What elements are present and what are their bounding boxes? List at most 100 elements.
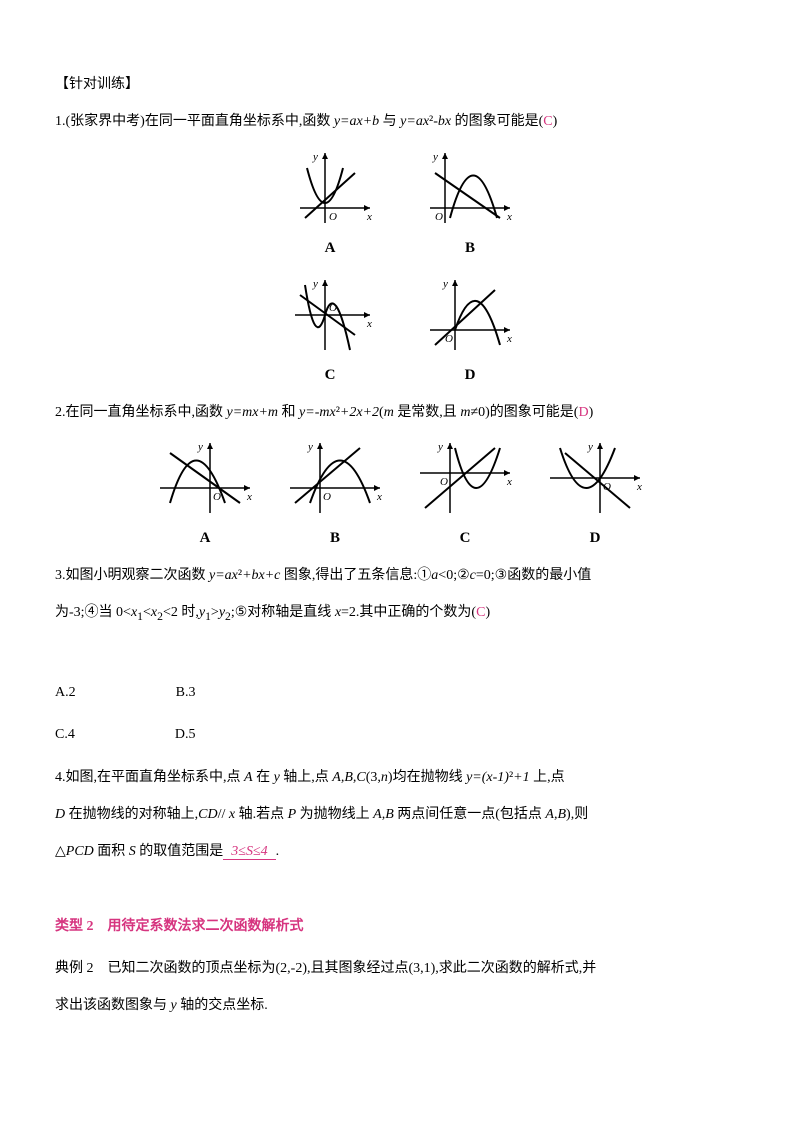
svg-text:O: O — [329, 211, 337, 223]
q3-choice-b: B.3 — [176, 678, 196, 709]
q4-line3: △PCD 面积 S 的取值范围是3≤S≤4. — [55, 837, 745, 868]
q3-choices-row1: A.2 B.3 — [55, 678, 745, 709]
svg-text:x: x — [366, 318, 372, 330]
svg-text:y: y — [442, 278, 448, 290]
q1-fig-a: x y O A — [285, 148, 375, 265]
q2-fig-a: x y O A — [155, 438, 255, 555]
svg-text:x: x — [366, 211, 372, 223]
q4-l2c: // — [218, 807, 229, 822]
q2-m: m — [384, 405, 394, 420]
q2-figs-row: x y O A x y O B x y O — [55, 438, 745, 555]
q3-l1d: <0;② — [438, 568, 469, 583]
q4-D: D — [55, 807, 65, 822]
q3-close: ) — [485, 605, 490, 620]
q3-l1b: 图象,得出了五条信息:① — [280, 568, 431, 583]
q4-l2e: 为抛物线上 — [296, 807, 373, 822]
q4-l1f: 上,点 — [530, 770, 565, 785]
q3-line1: 3.如图小明观察二次函数 y=ax²+bx+c 图象,得出了五条信息:①a<0;… — [55, 561, 745, 592]
q4-l2g: ),则 — [566, 807, 588, 822]
q2-fig-b: x y O B — [285, 438, 385, 555]
q4-l2f: 两点间任意一点(包括点 — [394, 807, 546, 822]
q4-l3b: 面积 — [94, 844, 129, 859]
svg-text:x: x — [376, 491, 382, 503]
q2-fig-d-label: D — [545, 522, 645, 555]
q2-mid: 和 — [278, 405, 299, 420]
q4-l3d: . — [276, 844, 280, 859]
ex2-a: 典例 2 已知二次函数的顶点坐标为(2,-2),且其图象经过点(3,1),求此二… — [55, 961, 596, 976]
q4-S: S — [129, 844, 136, 859]
q2-neq: ≠0)的图象可能是( — [470, 405, 578, 420]
q2-m2: m — [460, 405, 470, 420]
q1-eq1b: y=ax — [400, 114, 429, 129]
q2-eq2b: y=-mx — [299, 405, 336, 420]
q2-fig-c: x y O C — [415, 438, 515, 555]
q3-l2g: > — [211, 605, 219, 620]
q3-choice-c: C.4 — [55, 720, 75, 751]
q1-fig-b: x y O B — [425, 148, 515, 265]
section2-title: 类型 2 用待定系数法求二次函数解析式 — [55, 912, 745, 943]
q4-l1c: 轴上,点 — [280, 770, 333, 785]
q1-figs-row2: x y O C x y O D — [55, 275, 745, 392]
q2-fig-a-label: A — [155, 522, 255, 555]
svg-text:y: y — [587, 441, 593, 453]
q2-close: ) — [589, 405, 594, 420]
q1-text: 1.(张家界中考)在同一平面直角坐标系中,函数 y=ax+b 与 y=ax²-b… — [55, 107, 745, 138]
ex2-b: 求出该函数图象与 — [55, 998, 171, 1013]
q4-P: P — [288, 807, 297, 822]
q1-prefix: 1.(张家界中考)在同一平面直角坐标系中,函数 — [55, 114, 334, 129]
q3-l2c: < — [143, 605, 151, 620]
q4-l2d: 轴.若点 — [235, 807, 288, 822]
q3-choice-a: A.2 — [55, 678, 76, 709]
q4-l1a: 4.如图,在平面直角坐标系中,点 — [55, 770, 244, 785]
q1-fig-d-label: D — [425, 359, 515, 392]
q2-eq2d: +2x+2 — [340, 405, 379, 420]
svg-text:y: y — [432, 151, 438, 163]
q4-l3c: 的取值范围是 — [136, 844, 224, 859]
q4-l2b: 在抛物线的对称轴上, — [65, 807, 198, 822]
svg-text:y: y — [197, 441, 203, 453]
q4-AB: A,B — [373, 807, 394, 822]
svg-text:y: y — [307, 441, 313, 453]
svg-text:O: O — [440, 476, 448, 488]
q2-eq2a: y=mx+m — [227, 405, 279, 420]
q3-line2: 为-3;④当 0<x1<x2<2 时,y1>y2;⑤对称轴是直线 x=2.其中正… — [55, 598, 745, 629]
example2-text: 典例 2 已知二次函数的顶点坐标为(2,-2),且其图象经过点(3,1),求此二… — [55, 954, 745, 985]
q4-AB2: A,B — [545, 807, 566, 822]
q4-A: A — [244, 770, 253, 785]
ex2-c: 轴的交点坐标. — [177, 998, 268, 1013]
q1-fig-c: x y O C — [285, 275, 375, 392]
svg-text:x: x — [636, 481, 642, 493]
q4-eq2: +1 — [513, 770, 529, 785]
q4-line2: D 在抛物线的对称轴上,CD// x 轴.若点 P 为抛物线上 A,B 两点间任… — [55, 800, 745, 831]
svg-text:x: x — [506, 211, 512, 223]
q3-l2e: <2 时, — [163, 605, 199, 620]
svg-text:O: O — [323, 491, 331, 503]
svg-text:O: O — [213, 491, 221, 503]
q3-l1a: 3.如图小明观察二次函数 — [55, 568, 209, 583]
q4-ABC: A,B,C — [332, 770, 365, 785]
training-header: 【针对训练】 — [55, 70, 745, 101]
q4-n: n — [381, 770, 388, 785]
q4-l3a: △ — [55, 844, 66, 859]
svg-text:x: x — [506, 476, 512, 488]
q1-fig-a-label: A — [285, 232, 375, 265]
q4-PCD: PCD — [66, 844, 94, 859]
svg-text:O: O — [435, 211, 443, 223]
svg-text:y: y — [437, 441, 443, 453]
q1-suffix: 的图象可能是( — [451, 114, 543, 129]
q4-l1b: 在 — [253, 770, 274, 785]
q1-close: ) — [553, 114, 558, 129]
q2-fig-d: x y O D — [545, 438, 645, 555]
svg-text:x: x — [506, 333, 512, 345]
q1-eq1d: -bx — [433, 114, 451, 129]
q3-l2k: =2.其中正确的个数为( — [341, 605, 476, 620]
q2-answer: D — [578, 405, 588, 420]
q1-fig-c-label: C — [285, 359, 375, 392]
q1-figs-row1: x y O A x y O B — [55, 148, 745, 265]
svg-text:y: y — [312, 151, 318, 163]
q2-cond: 是常数,且 — [394, 405, 461, 420]
q2-fig-b-label: B — [285, 522, 385, 555]
q3-choice-d: D.5 — [175, 720, 196, 751]
q1-fig-d: x y O D — [425, 275, 515, 392]
q2-prefix: 2.在同一直角坐标系中,函数 — [55, 405, 227, 420]
